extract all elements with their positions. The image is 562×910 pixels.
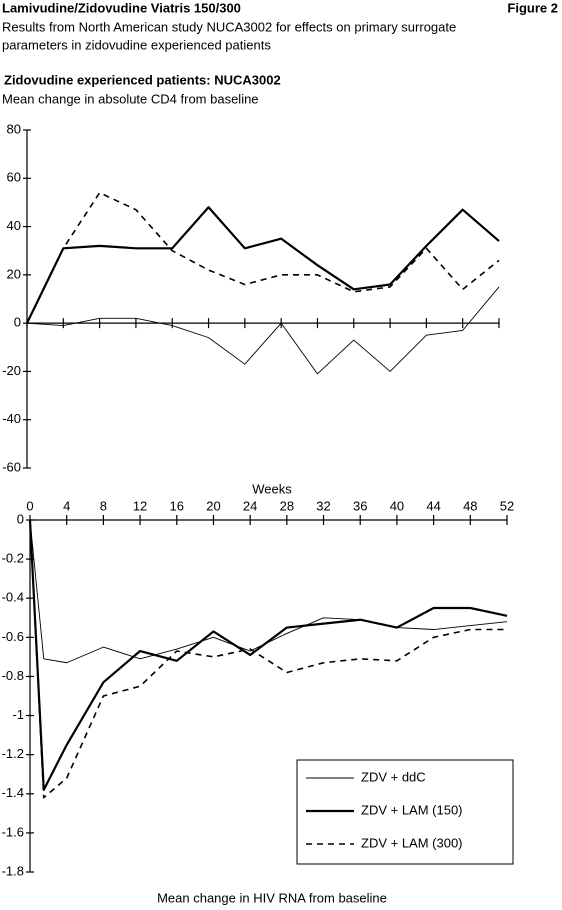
- x-tick-label: 32: [316, 498, 330, 513]
- x-tick-label: 40: [390, 498, 404, 513]
- y-tick-label: -60: [2, 459, 21, 474]
- doc-subtitle: Results from North American study NUCA30…: [2, 19, 456, 34]
- doc-subtitle: parameters in zidovudine experienced pat…: [2, 37, 271, 52]
- series-line: [28, 519, 508, 791]
- x-tick-label: 48: [463, 498, 477, 513]
- y-tick-label: -1.8: [2, 863, 24, 878]
- series-line: [29, 519, 507, 799]
- y-tick-label: -20: [2, 363, 21, 378]
- legend-label: ZDV + LAM (150): [361, 802, 463, 817]
- y-tick-label: -1.4: [2, 785, 24, 800]
- x-tick-label: 24: [243, 498, 257, 513]
- y-tick-label: 40: [7, 218, 21, 233]
- x-tick-label: 52: [500, 498, 514, 513]
- figure-label: Figure 2: [507, 0, 558, 15]
- legend-label: ZDV + ddC: [361, 769, 426, 784]
- chart-subtitle: Mean change in absolute CD4 from baselin…: [2, 91, 259, 106]
- y-tick-label: 0: [17, 511, 24, 526]
- y-tick-label: -0.6: [2, 629, 24, 644]
- x-tick-label: 44: [426, 498, 440, 513]
- y-tick-label: 0: [14, 315, 21, 330]
- x-tick-label: 36: [353, 498, 367, 513]
- y-tick-label: -1.6: [2, 824, 24, 839]
- y-tick-label: -0.8: [2, 668, 24, 683]
- series-line: [29, 519, 508, 664]
- doc-title: Lamivudine/Zidovudine Viatris 150/300: [2, 0, 241, 15]
- series-line: [26, 191, 500, 324]
- x-tick-label: 0: [26, 498, 33, 513]
- y-tick-label: -0.2: [2, 551, 24, 566]
- x-axis-label: Weeks: [252, 481, 292, 496]
- series-line: [26, 206, 500, 324]
- y-tick-label: 80: [7, 121, 21, 136]
- y-tick-label: -1: [12, 707, 24, 722]
- y-tick-label: 60: [7, 170, 21, 185]
- y-tick-label: -40: [2, 411, 21, 426]
- x-tick-label: 28: [280, 498, 294, 513]
- chart-title: Zidovudine experienced patients: NUCA300…: [4, 72, 281, 87]
- y-tick-label: 20: [7, 266, 21, 281]
- x-tick-label: 12: [133, 498, 147, 513]
- x-tick-label: 4: [63, 498, 70, 513]
- x-tick-label: 8: [100, 498, 107, 513]
- series-line: [26, 286, 500, 375]
- y-tick-label: -0.4: [2, 590, 24, 605]
- x-tick-label: 20: [206, 498, 220, 513]
- x-tick-label: 16: [170, 498, 184, 513]
- y-axis-label: Mean change in HIV RNA from baseline: [157, 890, 387, 905]
- y-tick-label: -1.2: [2, 746, 24, 761]
- legend-label: ZDV + LAM (300): [361, 835, 463, 850]
